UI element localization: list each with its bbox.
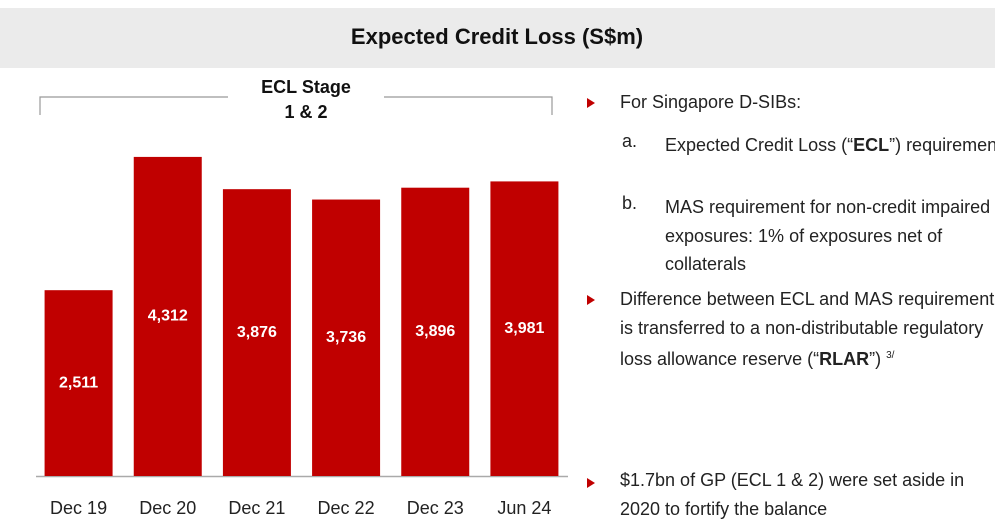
text: Difference between ECL and MAS requireme… xyxy=(620,289,995,369)
data-label: 3,736 xyxy=(326,329,366,346)
bar xyxy=(222,189,291,476)
item-text: MAS requirement for non-credit impaired … xyxy=(665,197,991,274)
header-band xyxy=(0,8,995,68)
x-tick-label: Jun 24 xyxy=(497,498,551,518)
item-text: Expected Credit Loss (“ECL”) requirement xyxy=(665,131,995,160)
data-label: 3,981 xyxy=(504,320,544,337)
bullet-text: Difference between ECL and MAS requireme… xyxy=(620,285,995,374)
x-tick-label: Dec 20 xyxy=(139,498,196,518)
annotation: 1 & 2 xyxy=(284,102,327,122)
footnote: 3/ xyxy=(886,350,895,361)
data-label: 3,876 xyxy=(237,324,277,341)
bullet-text: For Singapore D-SIBs: xyxy=(620,92,802,112)
item-label: b. xyxy=(622,193,638,213)
text: ”) requirement xyxy=(889,135,995,155)
data-label: 4,312 xyxy=(148,308,188,325)
bullet-icon xyxy=(587,295,595,305)
bracket xyxy=(39,96,553,115)
text: ”) xyxy=(869,349,882,369)
data-label: 3,896 xyxy=(415,323,455,340)
bullet-icon xyxy=(587,98,595,108)
bar xyxy=(312,199,381,476)
bar xyxy=(44,290,113,476)
item-label: a. xyxy=(622,131,638,151)
x-tick-label: Dec 22 xyxy=(318,498,375,518)
x-tick-label: Dec 19 xyxy=(50,498,107,518)
bar xyxy=(490,181,559,476)
bar xyxy=(133,156,202,477)
bar xyxy=(401,187,470,477)
x-tick-label: Dec 21 xyxy=(228,498,285,518)
x-tick-label: Dec 23 xyxy=(407,498,464,518)
bullet-icon xyxy=(587,478,595,488)
data-label: 2,511 xyxy=(59,374,98,391)
bold-text: ECL xyxy=(853,135,890,155)
bold-text: RLAR xyxy=(819,349,870,369)
annotation: ECL Stage xyxy=(261,77,351,97)
bullet-text: $1.7bn of GP (ECL 1 & 2) were set aside … xyxy=(620,470,965,519)
text: Expected Credit Loss (“ xyxy=(665,135,854,155)
chart-title: Expected Credit Loss (S$m) xyxy=(351,24,643,49)
